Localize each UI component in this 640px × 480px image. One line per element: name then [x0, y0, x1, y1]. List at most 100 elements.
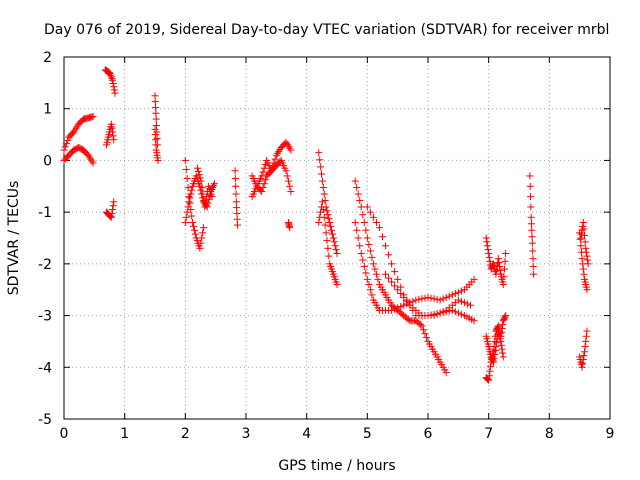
data-point-interp: [579, 359, 587, 367]
data-point-interp: [202, 198, 210, 206]
data-point-interp: [61, 143, 69, 151]
data-point: [286, 224, 294, 232]
data-point: [485, 376, 493, 384]
data-point: [502, 312, 510, 320]
data-point-interp: [190, 226, 198, 234]
data-point: [106, 70, 114, 78]
data-point-interp: [499, 321, 507, 329]
data-point-interp: [107, 213, 115, 221]
data-point-interp: [374, 275, 382, 283]
data-point: [363, 203, 371, 211]
data-point-interp: [198, 184, 206, 192]
data-point-interp: [109, 202, 117, 210]
data-point-interp: [583, 252, 591, 260]
data-point: [107, 120, 115, 128]
data-point-interp: [356, 197, 364, 205]
x-tick-label: 6: [424, 426, 433, 442]
data-point-interp: [108, 124, 116, 132]
data-point-interp: [409, 297, 417, 305]
data-point-interp: [577, 242, 585, 250]
data-point: [436, 296, 444, 304]
data-point-interp: [109, 128, 117, 136]
data-point-interp: [527, 193, 535, 201]
data-point: [470, 317, 478, 325]
data-point-interp: [283, 172, 291, 180]
data-point-interp: [107, 73, 115, 81]
data-point-interp: [259, 168, 267, 176]
data-point: [109, 76, 117, 84]
data-point: [388, 306, 396, 314]
data-point-interp: [184, 184, 192, 192]
data-point: [454, 296, 462, 304]
data-point-interp: [581, 231, 589, 239]
data-point: [528, 239, 536, 247]
data-point-interp: [109, 80, 117, 88]
data-point-interp: [486, 367, 494, 375]
data-point-interp: [327, 222, 335, 230]
data-point-interp: [451, 290, 459, 298]
data-point-interp: [391, 268, 399, 276]
data-point-interp: [382, 242, 390, 250]
data-point-interp: [328, 230, 336, 238]
data-point-interp: [442, 293, 450, 301]
data-point: [418, 322, 426, 330]
data-point-interp: [491, 346, 499, 354]
data-point: [579, 218, 587, 226]
data-point-interp: [271, 155, 279, 163]
data-point-interp: [433, 295, 441, 303]
data-point-interp: [108, 75, 116, 83]
data-point-interp: [421, 330, 429, 338]
data-point: [152, 115, 160, 123]
data-point-interp: [366, 208, 374, 216]
data-point-interp: [391, 282, 399, 290]
data-point-interp: [153, 122, 161, 130]
data-point-interp: [360, 218, 368, 226]
data-point: [490, 358, 498, 366]
data-point-interp: [457, 297, 465, 305]
data-point-interp: [153, 134, 161, 142]
data-point: [583, 327, 591, 335]
y-tick-label: -5: [38, 412, 52, 428]
data-point-interp: [580, 352, 588, 360]
data-point: [578, 363, 586, 371]
data-point-interp: [199, 190, 207, 198]
y-tick-label: 2: [43, 50, 52, 66]
data-point-interp: [359, 211, 367, 219]
x-tick-label: 7: [484, 426, 493, 442]
data-point: [333, 281, 341, 289]
data-point: [466, 301, 474, 309]
data-point: [497, 337, 505, 345]
data-point-interp: [584, 256, 592, 264]
data-point: [189, 218, 197, 226]
data-point: [430, 312, 438, 320]
data-point-interp: [184, 203, 192, 211]
data-point-interp: [580, 225, 588, 233]
y-tick-label: -4: [38, 360, 52, 376]
data-point-interp: [400, 293, 408, 301]
data-point: [210, 180, 218, 188]
data-point-interp: [496, 266, 504, 274]
data-point: [357, 250, 365, 258]
data-point: [329, 234, 337, 242]
data-point-interp: [186, 194, 194, 202]
data-point: [530, 270, 538, 278]
data-point-interp: [498, 345, 506, 353]
data-point-interp: [325, 252, 333, 260]
data-point-interp: [325, 215, 333, 223]
data-point: [578, 255, 586, 263]
data-point-interp: [372, 218, 380, 226]
data-point-interp: [421, 294, 429, 302]
data-point-interp: [490, 354, 498, 362]
data-point-interp: [526, 182, 534, 190]
data-point-interp: [527, 203, 535, 211]
data-point-interp: [454, 288, 462, 296]
data-point-interp: [494, 331, 502, 339]
data-point-interp: [331, 242, 339, 250]
data-point: [287, 146, 295, 154]
data-point-interp: [321, 221, 329, 229]
data-point-interp: [365, 240, 373, 248]
data-point: [110, 198, 118, 206]
data-point-interp: [368, 253, 376, 261]
y-tick-label: -2: [38, 257, 52, 273]
data-point-interp: [394, 304, 402, 312]
